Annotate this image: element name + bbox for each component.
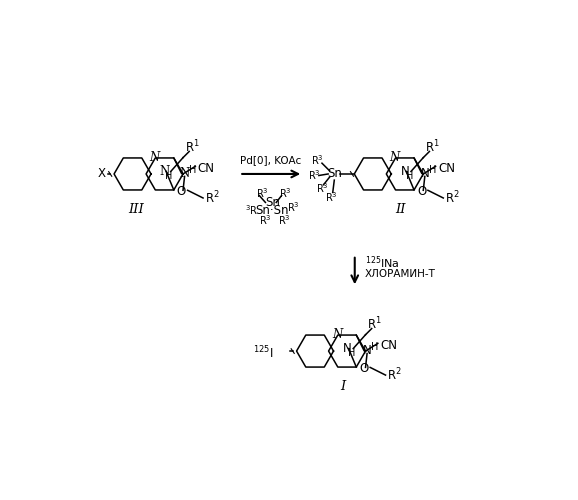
Text: R$^1$: R$^1$ xyxy=(425,138,440,155)
Text: R$^3$: R$^3$ xyxy=(311,153,324,167)
Text: R$^3$: R$^3$ xyxy=(316,181,328,194)
Text: H: H xyxy=(188,164,196,174)
Text: N: N xyxy=(343,342,351,355)
Text: R$^3$: R$^3$ xyxy=(279,186,292,200)
Text: H: H xyxy=(429,164,436,174)
Text: R$^3$: R$^3$ xyxy=(259,214,272,227)
Text: $^{125}$INa: $^{125}$INa xyxy=(365,254,399,271)
Text: R$^1$: R$^1$ xyxy=(185,138,199,155)
Text: Pd[0], KOAc: Pd[0], KOAc xyxy=(240,155,302,165)
Text: CN: CN xyxy=(438,162,455,175)
Text: ХЛОРАМИН-Т: ХЛОРАМИН-Т xyxy=(365,269,436,279)
Text: II: II xyxy=(396,203,406,216)
Text: R$^3$: R$^3$ xyxy=(325,190,338,204)
Text: H: H xyxy=(348,348,355,358)
Text: H: H xyxy=(165,171,173,181)
Text: Sn: Sn xyxy=(327,168,342,180)
Text: N: N xyxy=(150,150,160,164)
Text: O: O xyxy=(417,186,427,198)
Text: N: N xyxy=(160,165,170,178)
Text: CN: CN xyxy=(198,162,214,175)
Text: $^3$R: $^3$R xyxy=(245,204,258,217)
Text: CN: CN xyxy=(380,339,397,352)
Text: R$^3$: R$^3$ xyxy=(308,168,321,182)
Text: R$^2$: R$^2$ xyxy=(205,190,219,206)
Text: R$^3$: R$^3$ xyxy=(277,214,290,227)
Text: N: N xyxy=(401,165,409,178)
Text: R$^1$: R$^1$ xyxy=(368,316,382,332)
Text: N: N xyxy=(179,167,190,180)
Text: N: N xyxy=(420,167,429,180)
Text: O: O xyxy=(177,186,186,198)
Text: R$^2$: R$^2$ xyxy=(387,367,402,384)
Text: O: O xyxy=(360,362,369,376)
Text: I: I xyxy=(340,380,346,393)
Text: III: III xyxy=(128,203,144,216)
Text: $^{125}$I: $^{125}$I xyxy=(253,344,273,361)
Text: Sn: Sn xyxy=(265,196,280,209)
Text: H: H xyxy=(406,171,413,181)
Text: X: X xyxy=(98,168,106,180)
Text: R$^2$: R$^2$ xyxy=(445,190,460,206)
Text: H: H xyxy=(371,342,379,351)
Text: N: N xyxy=(362,344,372,357)
Text: N: N xyxy=(390,150,400,164)
Text: R$^3$: R$^3$ xyxy=(287,200,299,214)
Text: N: N xyxy=(332,328,342,341)
Text: R$^3$: R$^3$ xyxy=(256,186,269,200)
Text: Sn·Sn: Sn·Sn xyxy=(255,204,288,216)
